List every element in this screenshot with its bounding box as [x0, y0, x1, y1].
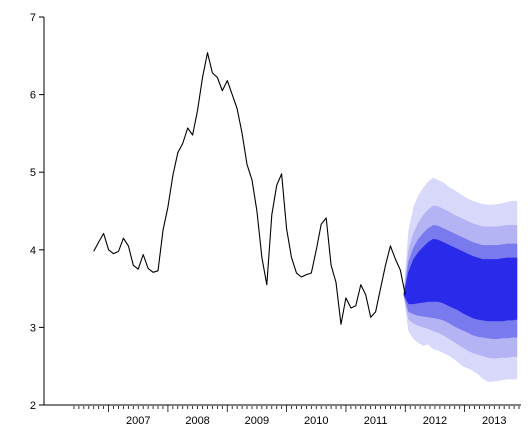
x-tick-label: 2011 — [364, 415, 388, 427]
x-tick-label: 2007 — [126, 415, 150, 427]
x-tick-label: 2008 — [185, 415, 209, 427]
x-tick-label: 2013 — [482, 415, 506, 427]
x-tick-label: 2009 — [245, 415, 269, 427]
y-tick-label: 2 — [30, 400, 36, 412]
fan-band-4 — [403, 238, 518, 322]
history-series — [93, 52, 406, 325]
y-tick-label: 6 — [30, 90, 36, 102]
y-tick-label: 7 — [30, 12, 36, 24]
y-tick-label: 4 — [30, 245, 36, 257]
x-tick-label: 2010 — [304, 415, 328, 427]
y-tick-label: 3 — [30, 322, 36, 334]
forecast-fan — [403, 177, 518, 382]
x-tick-label: 2012 — [423, 415, 447, 427]
axes: 2 3 4 5 6 7 2007 2008 2009 2010 2011 2012 2013 — [30, 12, 521, 427]
y-tick-label: 5 — [30, 167, 36, 179]
series-line-1 — [93, 52, 406, 325]
